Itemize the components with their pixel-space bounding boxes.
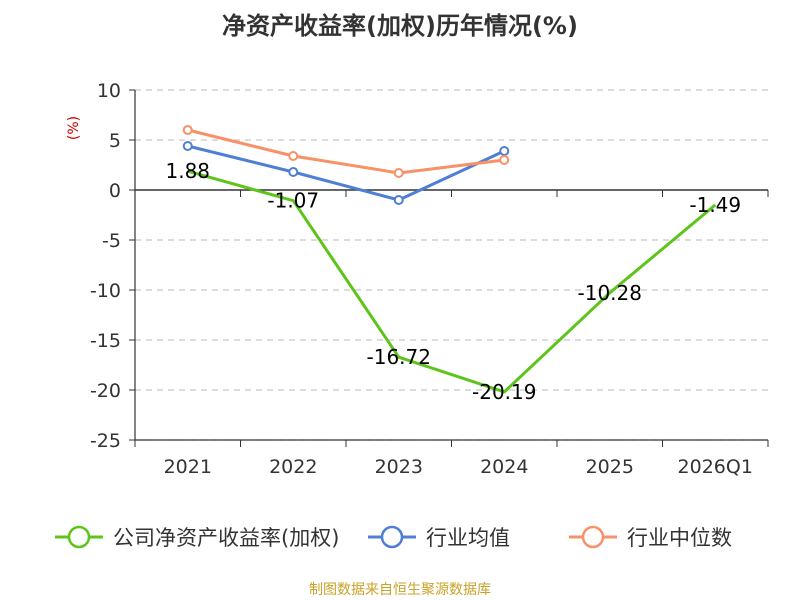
- x-tick-label-2024: 2024: [480, 456, 528, 478]
- legend-marker-0: [67, 525, 91, 549]
- x-tick-label-2023: 2023: [375, 456, 423, 478]
- y-tick-label--10: -10: [90, 280, 121, 302]
- y-tick-label--15: -15: [90, 330, 121, 352]
- axes: 10 5 0 -5 -10 -15 -20 -25 2021 2022 2023 2024 2025 20…: [90, 80, 769, 478]
- y-tick-label-10: 10: [97, 80, 121, 102]
- data-label-2024: -20.19: [472, 380, 536, 404]
- x-tick-label-2026Q1: 2026Q1: [678, 456, 753, 478]
- legend: 公司净资产收益率(加权) 行业均值 行业中位数: [55, 525, 732, 550]
- series-2-point-2021: [182, 125, 193, 135]
- data-label-2022: -1.07: [267, 189, 319, 213]
- series-2-point-2022: [288, 151, 299, 161]
- y-axis-unit-label: (%): [66, 116, 82, 140]
- gridlines: [135, 89, 768, 441]
- series-lines: [182, 125, 717, 394]
- y-tick-label--5: -5: [102, 230, 121, 252]
- series-1-point-2022: [288, 167, 299, 177]
- data-labels: 1.88 -1.07 -16.72 -20.19 -10.28 -1.49: [165, 159, 741, 404]
- series-line-0: [187, 169, 717, 394]
- series-1-point-2021: [182, 141, 193, 151]
- series-2-point-2024: [499, 155, 510, 165]
- legend-marker-2: [581, 525, 605, 549]
- legend-label-0: 公司净资产收益率(加权): [113, 526, 339, 550]
- series-line-2: [187, 128, 505, 175]
- legend-label-2: 行业中位数: [627, 526, 732, 550]
- chart-title: 净资产收益率(加权)历年情况(%): [222, 12, 578, 40]
- series-line-1: [187, 144, 505, 202]
- data-label-2023: -16.72: [367, 345, 431, 369]
- x-tick-label-2025: 2025: [586, 456, 634, 478]
- series-2-point-2023: [393, 168, 404, 178]
- x-tick-label-2021: 2021: [164, 456, 212, 478]
- data-label-2026Q1: -1.49: [689, 193, 741, 217]
- data-label-2021: 1.88: [165, 159, 210, 183]
- legend-label-1: 行业均值: [426, 526, 510, 550]
- legend-marker-1: [380, 525, 404, 549]
- y-tick-label-0: 0: [109, 180, 121, 202]
- x-tick-label-2022: 2022: [269, 456, 317, 478]
- data-label-2025: -10.28: [578, 281, 642, 305]
- source-note: 制图数据来自恒生聚源数据库: [309, 582, 491, 598]
- series-1-point-2023: [393, 195, 404, 205]
- y-tick-label-5: 5: [109, 130, 121, 152]
- y-tick-label--20: -20: [90, 380, 121, 402]
- y-tick-label--25: -25: [90, 430, 121, 452]
- series-1-point-2024: [499, 146, 510, 156]
